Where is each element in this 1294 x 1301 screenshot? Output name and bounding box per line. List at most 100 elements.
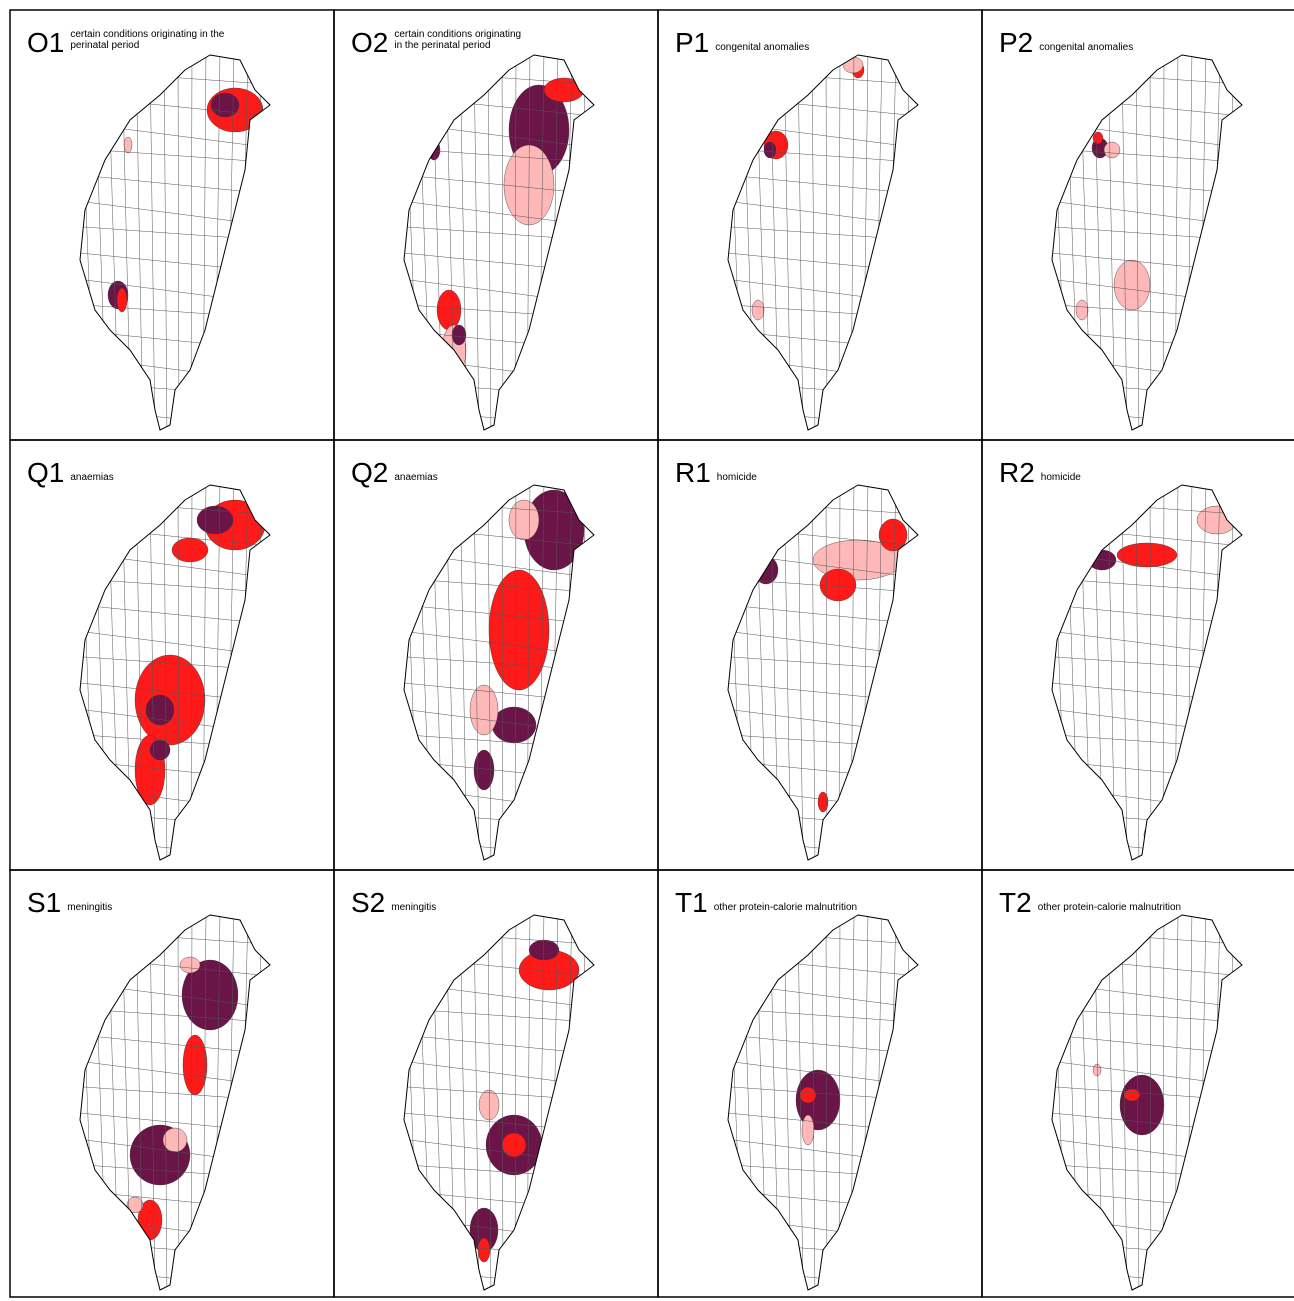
panel-label: O2 bbox=[351, 27, 388, 58]
district-border bbox=[1149, 485, 1152, 860]
district-border bbox=[501, 55, 504, 430]
panel-caption: anaemias bbox=[70, 472, 113, 483]
panel-label: T2 bbox=[999, 887, 1032, 918]
district-border bbox=[404, 407, 594, 430]
map-panel: O1 certain conditions originating in thep… bbox=[9, 9, 335, 441]
panel-label: O1 bbox=[27, 27, 64, 58]
district-border bbox=[163, 915, 168, 1290]
region bbox=[1113, 259, 1151, 311]
region bbox=[1119, 1074, 1165, 1136]
panel-caption: homicide bbox=[1041, 472, 1081, 483]
district-border bbox=[487, 915, 492, 1290]
district-border bbox=[80, 1267, 270, 1290]
panel-label: S2 bbox=[351, 887, 385, 918]
district-border bbox=[1052, 1267, 1242, 1290]
panel-caption: meningitis bbox=[67, 902, 112, 913]
region bbox=[1092, 1063, 1102, 1077]
region bbox=[181, 959, 239, 1031]
district-border bbox=[501, 915, 504, 1290]
panel-caption: meningitis bbox=[391, 902, 436, 913]
region bbox=[1196, 505, 1238, 535]
district-border bbox=[825, 55, 828, 430]
district-border bbox=[825, 915, 828, 1290]
district-border bbox=[163, 55, 168, 430]
map-panel: P2 congenital anomalies bbox=[981, 9, 1294, 441]
taiwan-base bbox=[728, 55, 918, 430]
panel-label: R1 bbox=[675, 457, 711, 488]
map-panel: Q2 anaemias bbox=[333, 439, 659, 871]
panel-label: R2 bbox=[999, 457, 1035, 488]
region bbox=[427, 139, 441, 161]
region bbox=[473, 749, 495, 791]
district-border bbox=[1052, 407, 1242, 430]
panel-label: Q1 bbox=[27, 457, 64, 488]
district-border bbox=[177, 55, 180, 430]
panel-label: S1 bbox=[27, 887, 61, 918]
region bbox=[469, 684, 499, 736]
region bbox=[126, 1196, 144, 1214]
region bbox=[1075, 299, 1089, 321]
district-border bbox=[797, 485, 804, 860]
district-border bbox=[797, 55, 804, 430]
panel-caption: other protein-calorie malnutrition bbox=[714, 902, 857, 913]
region bbox=[543, 77, 585, 103]
district-border bbox=[149, 55, 156, 430]
region bbox=[1103, 141, 1121, 159]
district-border bbox=[177, 915, 180, 1290]
district-border bbox=[1135, 915, 1140, 1290]
region bbox=[1201, 699, 1213, 721]
region bbox=[210, 92, 240, 118]
map-panel: S1 meningitis bbox=[9, 869, 335, 1298]
region bbox=[179, 956, 201, 974]
panel-border bbox=[981, 869, 1294, 1298]
region bbox=[488, 569, 550, 691]
district-border bbox=[149, 485, 156, 860]
district-border bbox=[1121, 485, 1128, 860]
region bbox=[501, 1132, 527, 1158]
region bbox=[1143, 824, 1161, 846]
district-border bbox=[404, 1267, 594, 1290]
district-border bbox=[811, 55, 816, 430]
district-border bbox=[487, 485, 492, 860]
district-border bbox=[80, 837, 270, 860]
district-border bbox=[177, 485, 180, 860]
region bbox=[477, 1237, 491, 1263]
district-border bbox=[1135, 485, 1140, 860]
region bbox=[799, 1086, 817, 1104]
region bbox=[801, 1114, 815, 1146]
district-border bbox=[811, 485, 816, 860]
region bbox=[1204, 659, 1216, 701]
panel-caption: anaemias bbox=[394, 472, 437, 483]
district-border bbox=[1121, 915, 1128, 1290]
region bbox=[842, 56, 864, 74]
district-border bbox=[473, 915, 480, 1290]
region bbox=[1087, 549, 1117, 571]
region bbox=[451, 324, 467, 346]
district-border bbox=[1121, 55, 1128, 430]
district-border bbox=[1149, 915, 1152, 1290]
region bbox=[1116, 542, 1178, 568]
district-border bbox=[163, 485, 168, 860]
panel-label: P1 bbox=[675, 27, 709, 58]
panel-caption: in the perinatal period bbox=[394, 40, 490, 51]
region bbox=[528, 939, 560, 961]
district-border bbox=[825, 485, 828, 860]
panel-caption: homicide bbox=[717, 472, 757, 483]
district-border bbox=[797, 915, 804, 1290]
panel-caption: congenital anomalies bbox=[715, 42, 809, 53]
region bbox=[1092, 131, 1104, 145]
panel-label: P2 bbox=[999, 27, 1033, 58]
panel-caption: perinatal period bbox=[70, 40, 139, 51]
region bbox=[436, 289, 462, 331]
region bbox=[116, 287, 128, 313]
panel-label: Q2 bbox=[351, 457, 388, 488]
region bbox=[171, 537, 209, 563]
region bbox=[162, 1127, 188, 1153]
map-panel: P1 congenital anomalies bbox=[657, 9, 983, 441]
region bbox=[819, 568, 857, 602]
district-border bbox=[1149, 55, 1152, 430]
district-border bbox=[728, 837, 918, 860]
district-border bbox=[811, 915, 816, 1290]
district-border bbox=[404, 837, 594, 860]
